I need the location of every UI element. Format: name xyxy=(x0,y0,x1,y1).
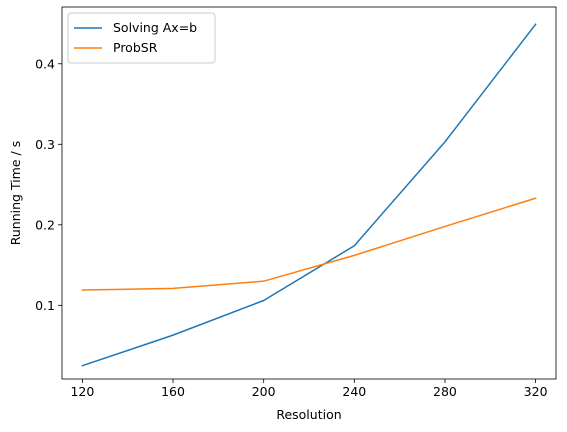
x-axis-label: Resolution xyxy=(276,407,341,422)
legend-label-solving: Solving Ax=b xyxy=(113,20,197,35)
x-tick-label: 280 xyxy=(433,384,457,399)
series-line-1 xyxy=(81,197,537,291)
series-layer xyxy=(81,23,537,367)
x-tick-label: 120 xyxy=(70,384,94,399)
y-tick-label: 0.2 xyxy=(35,217,55,232)
y-axis-ticks: 0.1 0.2 0.3 0.4 xyxy=(35,56,62,313)
x-tick-label: 200 xyxy=(252,384,276,399)
plot-frame xyxy=(61,6,557,380)
legend-label-probsr: ProbSR xyxy=(113,40,158,55)
y-tick-label: 0.4 xyxy=(35,56,55,71)
legend-box xyxy=(67,12,216,64)
x-tick-label: 240 xyxy=(342,384,366,399)
y-axis-label: Running Time / s xyxy=(8,141,23,245)
x-tick-label: 160 xyxy=(161,384,185,399)
x-axis-ticks: 120 160 200 240 280 320 xyxy=(70,379,548,399)
y-tick-label: 0.3 xyxy=(35,137,55,152)
legend: Solving Ax=b ProbSR xyxy=(67,12,216,64)
series-line-0 xyxy=(81,23,537,367)
x-tick-label: 320 xyxy=(524,384,548,399)
y-tick-label: 0.1 xyxy=(35,298,55,313)
